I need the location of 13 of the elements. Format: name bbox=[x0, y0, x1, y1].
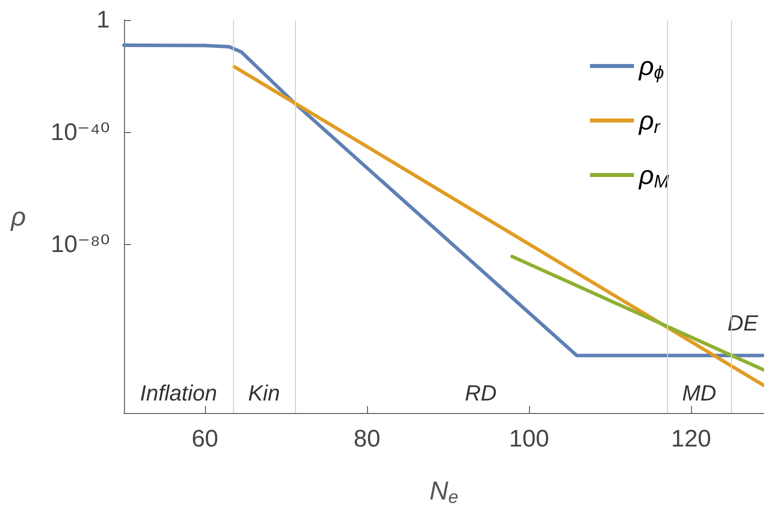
annotation: RD bbox=[464, 380, 497, 406]
y-axis-title: ρ bbox=[10, 202, 26, 232]
y-tick-label: 10⁻⁸⁰ bbox=[50, 231, 110, 258]
x-tick-label: 80 bbox=[354, 426, 380, 452]
annotation: MD bbox=[682, 380, 716, 406]
x-tick-label: 120 bbox=[671, 426, 712, 452]
y-tick-label: 10⁻⁴⁰ bbox=[50, 118, 110, 146]
x-tick-label: 100 bbox=[509, 426, 550, 452]
x-tick-label: 60 bbox=[192, 426, 218, 452]
annotation: Kin bbox=[248, 380, 280, 406]
annotation: Inflation bbox=[140, 380, 218, 406]
y-tick-label: 1 bbox=[96, 6, 110, 34]
line-series bbox=[122, 44, 764, 358]
